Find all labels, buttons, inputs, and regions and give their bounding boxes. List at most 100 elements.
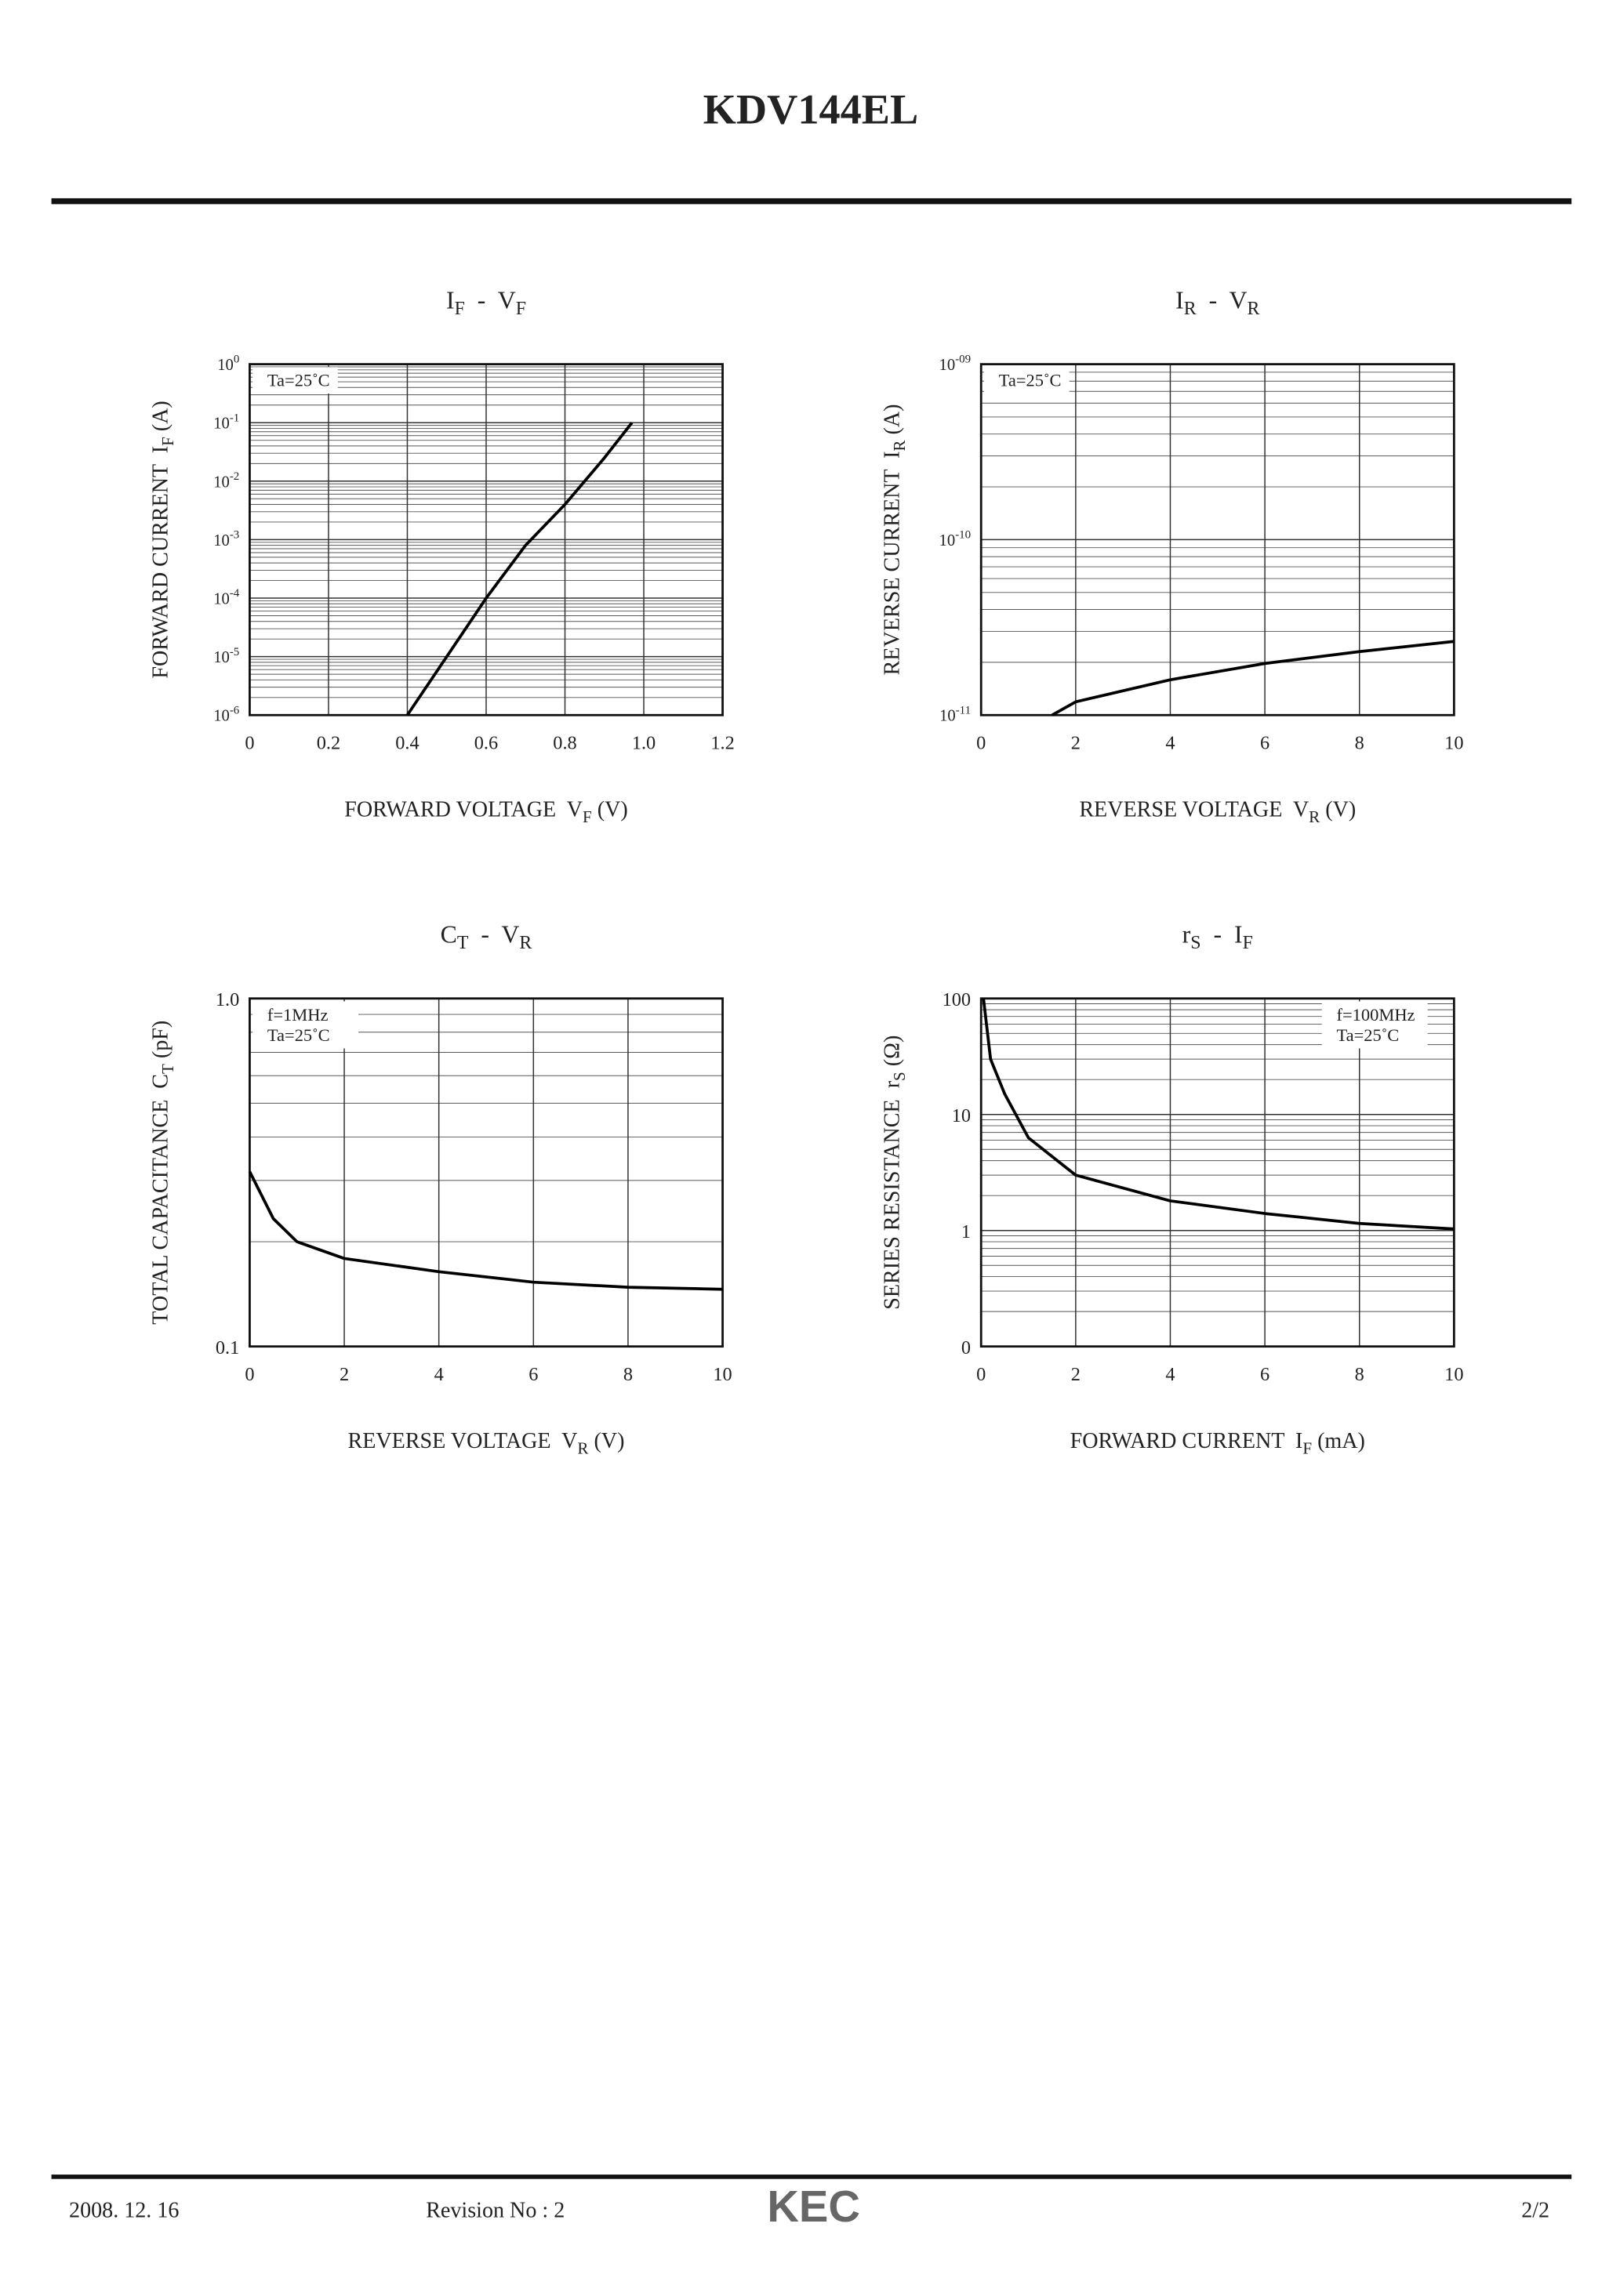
- y-axis-label-part: (A): [149, 401, 173, 437]
- y-axis-label: TOTAL CAPACITANCE CT (pF): [149, 1021, 177, 1325]
- y-tick-label: 10-3: [213, 529, 239, 550]
- y-axis-label-part: SERIES RESISTANCE r: [880, 1080, 904, 1309]
- chart-title-part: I: [1175, 286, 1184, 314]
- annotation: Ta=25˚C: [267, 371, 330, 390]
- x-tick-label: 2: [1071, 732, 1081, 753]
- x-axis-label: REVERSE VOLTAGE VR (V): [348, 1429, 625, 1457]
- x-axis-label-part: F: [583, 807, 592, 826]
- x-axis-label: REVERSE VOLTAGE VR (V): [1079, 797, 1356, 825]
- chart-title-part: - V: [465, 286, 516, 314]
- chart-title-part: T: [457, 933, 469, 953]
- y-tick-label: 10-6: [213, 704, 240, 724]
- chart-title-part: F: [1243, 933, 1253, 953]
- x-tick-label: 0: [245, 732, 254, 753]
- chart-title-part: R: [519, 933, 532, 953]
- x-tick-label: 0: [976, 1364, 986, 1385]
- y-tick-label: 10-5: [213, 646, 239, 666]
- plot-frame: [249, 363, 724, 716]
- header-rule: [51, 198, 1572, 205]
- annotation: Ta=25˚C: [999, 371, 1062, 390]
- y-tick-label: 10-09: [939, 354, 972, 374]
- x-axis-label: FORWARD CURRENT IF (mA): [1070, 1429, 1365, 1457]
- data-line: [982, 998, 1455, 1231]
- chart-title-part: - I: [1201, 921, 1243, 949]
- x-tick-label: 10: [1444, 732, 1463, 753]
- x-tick-label: 0.6: [474, 732, 498, 753]
- chart-title: rS - IF: [1182, 921, 1253, 953]
- x-tick-label: 4: [434, 1364, 444, 1385]
- plot-frame: [249, 997, 724, 1348]
- x-tick-label: 1.2: [710, 732, 734, 753]
- chart-title-part: C: [441, 921, 457, 949]
- y-tick-label: 10-10: [939, 529, 972, 550]
- y-tick-label: 10-4: [213, 587, 240, 608]
- x-axis-label: FORWARD VOLTAGE VF (V): [344, 797, 628, 825]
- chart-title-part: R: [1184, 299, 1197, 319]
- annotation: f=100MHz: [1336, 1005, 1415, 1025]
- chart-title-part: - V: [1197, 286, 1248, 314]
- y-axis-label: SERIES RESISTANCE rS (Ω): [880, 1036, 908, 1310]
- chart-title-part: S: [1190, 933, 1200, 953]
- chart-title-part: F: [516, 299, 526, 319]
- footer-revision: Revision No : 2: [426, 2198, 565, 2222]
- chart-title-part: I: [446, 286, 455, 314]
- x-axis-label-part: F: [1302, 1438, 1312, 1457]
- x-tick-label: 0.2: [317, 732, 340, 753]
- annotation: Ta=25˚C: [1336, 1025, 1399, 1045]
- x-tick-label: 8: [1355, 1364, 1364, 1385]
- y-axis-label-part: REVERSE CURRENT I: [880, 452, 904, 676]
- chart-title-part: - V: [469, 921, 520, 949]
- chart-title-part: F: [455, 299, 465, 319]
- y-tick-label: 100: [217, 354, 239, 374]
- x-tick-label: 8: [623, 1364, 633, 1385]
- y-tick-label: 10-11: [939, 704, 971, 724]
- x-tick-label: 4: [1165, 732, 1175, 753]
- y-axis-label-part: S: [890, 1072, 909, 1081]
- y-tick-label: 0: [961, 1337, 971, 1358]
- x-tick-label: 2: [340, 1364, 349, 1385]
- y-tick-label: 10: [952, 1105, 971, 1126]
- plot-frame: [979, 363, 1455, 716]
- annotation-box: [252, 1001, 359, 1049]
- y-tick-label: 100: [943, 989, 972, 1010]
- data-line: [405, 422, 634, 716]
- x-tick-label: 6: [1260, 732, 1269, 753]
- footer-logo: KEC: [767, 2182, 860, 2231]
- y-tick-label: 1.0: [216, 989, 239, 1010]
- x-tick-label: 8: [1355, 732, 1364, 753]
- chart-title: IF - VF: [446, 286, 526, 318]
- chart-title: CT - VR: [441, 921, 532, 953]
- chart-title: IR - VR: [1175, 286, 1259, 318]
- x-axis-label-part: REVERSE VOLTAGE V: [1079, 797, 1309, 822]
- y-axis-label-part: T: [158, 1064, 177, 1074]
- footer-date: 2008. 12. 16: [69, 2198, 179, 2222]
- x-tick-label: 0: [245, 1364, 254, 1385]
- x-axis-label-part: REVERSE VOLTAGE V: [348, 1429, 578, 1453]
- x-axis-label-part: R: [577, 1438, 589, 1457]
- y-tick-label: 10-1: [213, 412, 239, 432]
- x-tick-label: 6: [1260, 1364, 1269, 1385]
- x-axis-label-part: (V): [1320, 797, 1356, 822]
- x-tick-label: 10: [1444, 1364, 1463, 1385]
- y-axis-label-part: (Ω): [880, 1036, 904, 1072]
- x-tick-label: 0.4: [395, 732, 419, 753]
- annotation-box: [252, 367, 338, 394]
- annotation: f=1MHz: [267, 1005, 329, 1025]
- y-tick-label: 10-2: [213, 470, 239, 491]
- chart-title-part: R: [1248, 299, 1260, 319]
- x-axis-label-part: FORWARD VOLTAGE V: [344, 797, 583, 822]
- x-tick-label: 6: [528, 1364, 538, 1385]
- y-axis-label-part: TOTAL CAPACITANCE C: [149, 1074, 173, 1325]
- x-tick-label: 0: [976, 732, 986, 753]
- doc-title: KDV144EL: [703, 85, 919, 132]
- annotation-box: [983, 367, 1070, 394]
- x-tick-label: 1.0: [632, 732, 656, 753]
- y-axis-label-part: F: [158, 437, 177, 446]
- chart-title-part: r: [1182, 921, 1191, 949]
- footer-rule: [51, 2174, 1572, 2179]
- x-axis-label-part: (V): [588, 1429, 624, 1453]
- y-axis-label-part: FORWARD CURRENT I: [149, 446, 173, 679]
- y-tick-label: 0.1: [216, 1337, 239, 1358]
- footer-page: 2/2: [1521, 2198, 1549, 2222]
